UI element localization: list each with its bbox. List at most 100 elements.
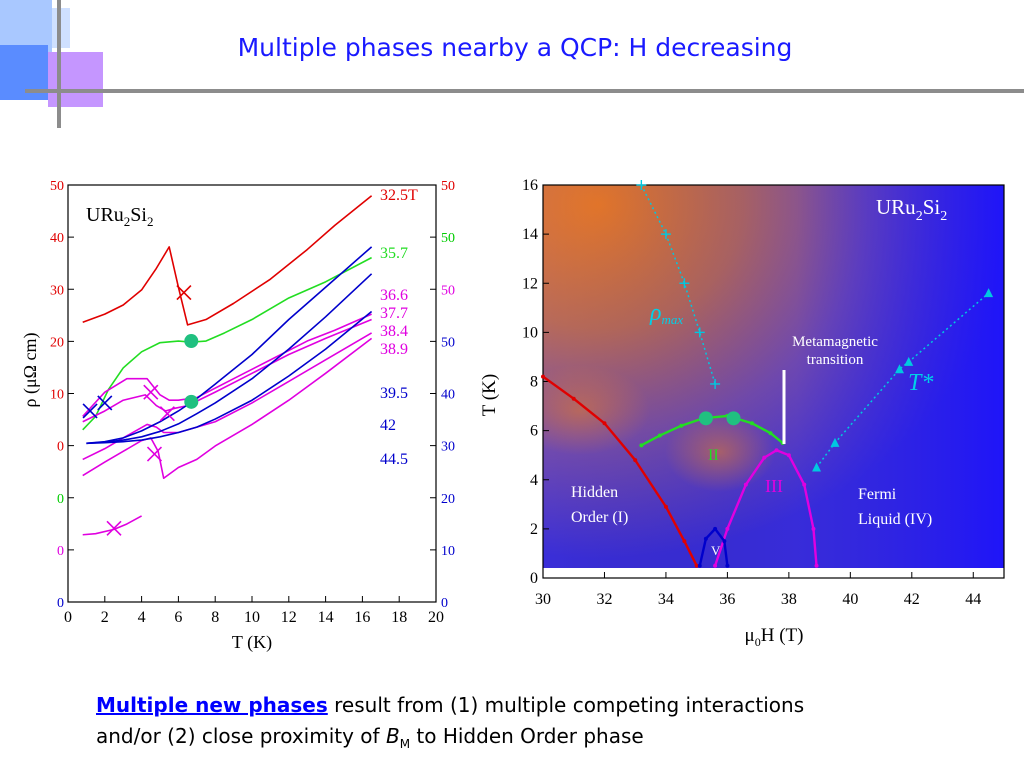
footer-line2-pre: and/or (2) close proximity of (96, 724, 386, 748)
resistivity-series-label: 36.6 (380, 287, 408, 304)
resistivity-right-tick-label: 50 (441, 335, 455, 350)
phase-boundary-point (749, 421, 754, 426)
phase-ii-dot (726, 411, 741, 426)
phase-x-tick-label: 36 (719, 591, 735, 608)
phase-x-tick-label: 44 (965, 591, 981, 608)
decor-square (0, 0, 52, 52)
phase-boundary-point (811, 526, 816, 531)
metamagnetic-label-line2: transition (807, 352, 864, 368)
hidden-order-label-line1: Hidden (571, 484, 618, 501)
phase-boundary-point (679, 423, 684, 428)
phase-boundary-point (571, 396, 576, 401)
resistivity-left-tick-label: 40 (50, 231, 64, 246)
footer-highlight-link[interactable]: Multiple new phases (96, 693, 328, 717)
tstar-point (904, 356, 914, 366)
resistivity-series-label: 37.7 (380, 305, 408, 322)
resistivity-series-line-3 (82, 318, 372, 423)
resistivity-left-tick-label: 10 (50, 388, 64, 403)
resistivity-left-tick-label: 0 (57, 440, 64, 455)
resistivity-series-line-0 (82, 195, 373, 326)
phase-boundary-point (725, 526, 730, 531)
resistivity-x-tick-label: 20 (428, 609, 444, 626)
resistivity-transition-cross (143, 384, 159, 400)
rho-max-point (694, 327, 705, 338)
phase-boundary-point (814, 563, 819, 568)
resistivity-x-tick-label: 6 (174, 609, 182, 626)
phase-v-label: V (711, 543, 721, 558)
resistivity-series-label: 32.5T (380, 187, 418, 204)
rho-max-point (679, 278, 690, 289)
rho-max-label: ρmax (649, 300, 683, 327)
resistivity-series-line-5 (82, 337, 373, 480)
phase-boundary-point (725, 563, 730, 568)
footer-line2-post: to Hidden Order phase (410, 724, 644, 748)
resistivity-x-tick-label: 2 (101, 609, 109, 626)
resistivity-series-label: 39.5 (380, 385, 408, 402)
resistivity-right-tick-label: 50 (441, 231, 455, 246)
resistivity-transition-cross (97, 395, 113, 411)
resistivity-right-tick-label: 40 (441, 388, 455, 403)
phase-x-tick-label: 42 (904, 591, 920, 608)
resistivity-left-tick-label: 0 (57, 492, 64, 507)
resistivity-compound-label: URu2Si2 (86, 204, 153, 229)
resistivity-left-tick-label: 0 (57, 596, 64, 611)
resistivity-x-axis-label: T (K) (232, 632, 272, 653)
metamagnetic-label-line1: Metamagnetic (792, 334, 878, 350)
phase-y-tick-label: 4 (530, 472, 538, 489)
resistivity-transition-cross (146, 446, 163, 462)
phase-y-tick-label: 0 (530, 570, 538, 587)
resistivity-left-tick-label: 20 (50, 335, 64, 350)
resistivity-series-label: 44.5 (380, 451, 408, 468)
resistivity-series-line-8 (86, 273, 373, 445)
phase-boundary-point (639, 443, 644, 448)
resistivity-right-tick-label: 50 (441, 283, 455, 298)
phase-boundary-line-4 (640, 184, 716, 385)
resistivity-right-tick-label: 0 (441, 596, 448, 611)
phase-boundary-point (722, 539, 727, 544)
phase-boundary-point (802, 482, 807, 487)
resistivity-x-tick-label: 12 (281, 609, 297, 626)
phase-ii-dot (698, 411, 713, 426)
resistivity-transition-cross (159, 406, 175, 422)
phase-boundary-point (786, 453, 791, 458)
resistivity-y-axis-label: ρ (μΩ cm) (20, 333, 41, 408)
resistivity-right-tick-label: 10 (441, 544, 455, 559)
resistivity-right-tick-label: 50 (441, 179, 455, 194)
phase-boundary-point (713, 563, 718, 568)
footer-b-sub: M (399, 737, 411, 751)
phase-x-tick-label: 38 (781, 591, 797, 608)
resistivity-x-tick-label: 8 (211, 609, 219, 626)
phase-boundary-point (743, 482, 748, 487)
resistivity-x-tick-label: 14 (318, 609, 334, 626)
resistivity-x-tick-label: 16 (354, 609, 370, 626)
phase-y-tick-label: 12 (522, 275, 538, 292)
resistivity-series-label: 35.7 (380, 245, 408, 262)
resistivity-series-label: 42 (380, 417, 396, 434)
rho-max-point (710, 378, 721, 389)
phase-x-tick-label: 34 (658, 591, 674, 608)
phase-y-tick-label: 6 (530, 423, 538, 440)
phase-boundary-line-1 (640, 414, 784, 447)
phase-boundary-point (774, 448, 779, 453)
resistivity-transition-dot (184, 334, 199, 349)
resistivity-series-label: 38.9 (380, 341, 408, 358)
phase-boundary-point (541, 374, 545, 379)
phase-iii-label: III (765, 476, 783, 496)
phase-boundary-point (657, 433, 662, 438)
phase-boundary-point (682, 539, 687, 544)
resistivity-x-tick-label: 10 (244, 609, 260, 626)
phase-y-axis-label: T (K) (479, 374, 500, 416)
phase-y-tick-label: 10 (522, 324, 538, 341)
resistivity-transition-cross (176, 285, 192, 301)
phase-boundary-point (762, 455, 767, 460)
resistivity-series-line-9 (86, 310, 373, 445)
decor-horizontal-line (25, 89, 1024, 93)
footer-b-symbol: B (385, 724, 400, 748)
footer-line1: result from (1) multiple competing inter… (327, 693, 805, 717)
resistivity-right-tick-label: 20 (441, 492, 455, 507)
resistivity-series-line-2 (82, 313, 372, 417)
resistivity-x-tick-label: 0 (64, 609, 72, 626)
resistivity-left-tick-label: 30 (50, 283, 64, 298)
tstar-point (830, 437, 840, 447)
